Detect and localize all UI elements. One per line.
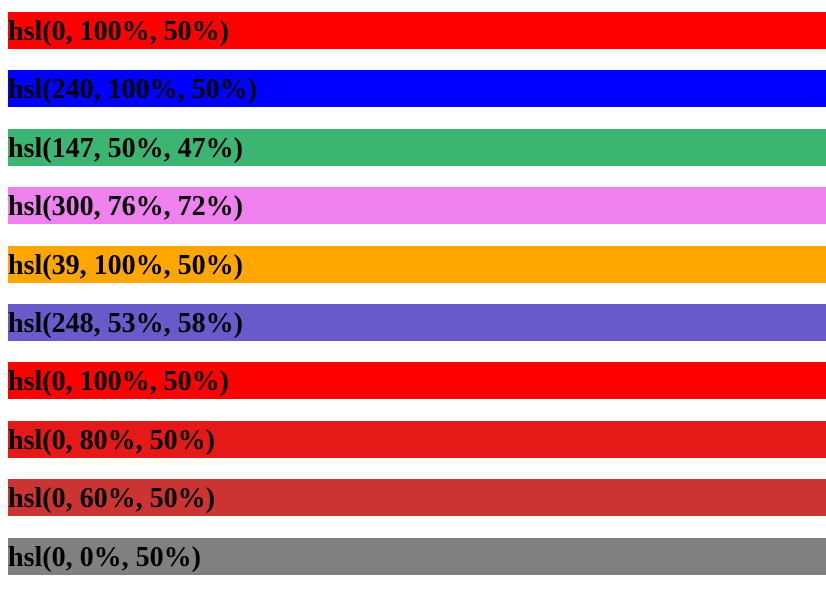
color-heading: hsl(300, 76%, 72%) (8, 187, 826, 225)
color-heading: hsl(0, 100%, 50%) (8, 362, 826, 400)
color-heading: hsl(0, 60%, 50%) (8, 479, 826, 517)
color-heading: hsl(0, 0%, 50%) (8, 537, 826, 575)
color-heading: hsl(147, 50%, 47%) (8, 128, 826, 166)
color-heading: hsl(0, 80%, 50%) (8, 420, 826, 458)
color-heading: hsl(248, 53%, 58%) (8, 304, 826, 341)
color-heading: hsl(0, 100%, 50%) (8, 12, 826, 49)
color-heading: hsl(240, 100%, 50%) (8, 70, 826, 108)
color-heading: hsl(39, 100%, 50%) (8, 245, 826, 283)
